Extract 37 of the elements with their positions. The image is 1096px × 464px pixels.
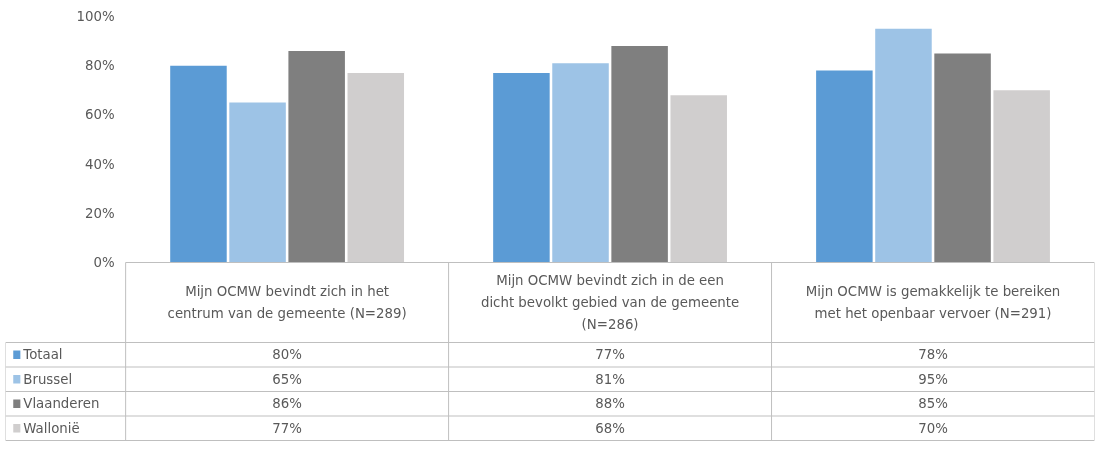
legend-label: Vlaanderen — [23, 396, 100, 412]
bar — [934, 53, 991, 263]
x-tick-label: Mijn OCMW bevindt zich in het centrum van de gemeente (N=289) — [167, 284, 407, 321]
data-label: 65% — [272, 371, 302, 387]
y-tick-label: 80% — [85, 58, 115, 74]
data-label: 86% — [272, 396, 302, 412]
bar — [347, 73, 405, 263]
bar — [552, 63, 609, 263]
bar — [493, 73, 550, 263]
y-tick-label: 0% — [93, 255, 115, 270]
bar — [229, 102, 286, 263]
y-tick-label: 60% — [85, 107, 115, 123]
y-tick-label: 100% — [76, 9, 115, 24]
x-tick-label: Mijn OCMW is gemakkelijk te bereiken met het openbaar vervoer (N=291) — [805, 284, 1061, 321]
data-label: 77% — [272, 420, 302, 436]
data-label: 78% — [918, 347, 948, 363]
bar — [875, 28, 932, 263]
y-tick-label: 40% — [85, 156, 115, 172]
legend-label: Brussel — [23, 371, 73, 387]
data-label: 88% — [595, 396, 625, 412]
data-label: 80% — [272, 347, 302, 363]
data-label: 95% — [918, 371, 948, 387]
legend-label: Totaal — [22, 347, 63, 363]
bar — [993, 90, 1050, 263]
data-label: 68% — [595, 420, 625, 436]
legend-label: Wallonië — [23, 420, 80, 436]
data-label: 81% — [595, 371, 625, 387]
x-tick-label: Mijn OCMW bevindt zich in de een dicht bevolkt gebied van de gemeente (N=286) — [480, 273, 740, 332]
bar — [288, 50, 345, 263]
bar — [611, 46, 668, 263]
bar — [170, 65, 227, 263]
bar — [816, 70, 873, 263]
data-label: 70% — [918, 420, 948, 436]
y-tick-label: 20% — [85, 205, 115, 221]
bar — [670, 95, 727, 263]
data-label: 85% — [918, 396, 948, 412]
data-label: 77% — [595, 347, 625, 363]
